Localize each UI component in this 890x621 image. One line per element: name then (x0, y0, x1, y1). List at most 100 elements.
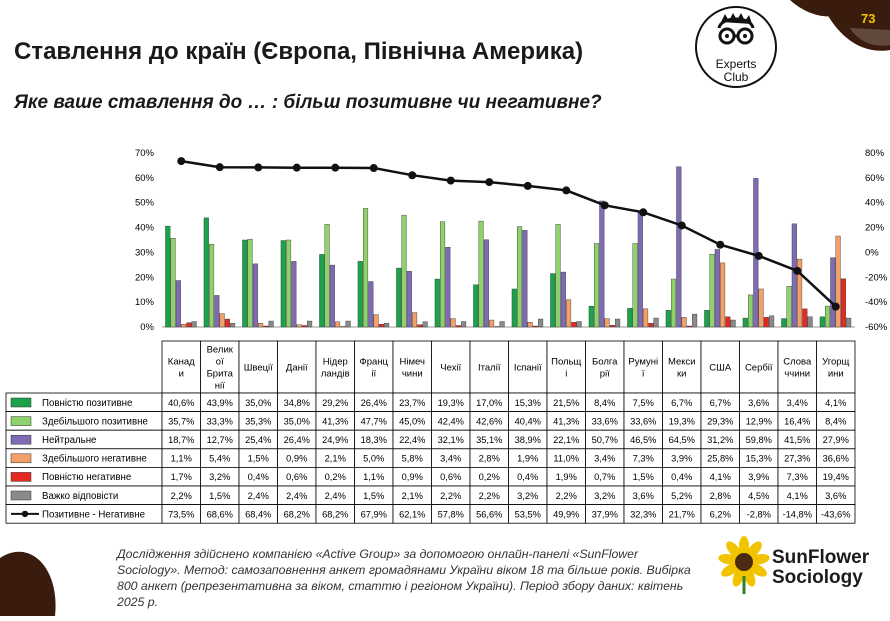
y-left-tick-label: 0% (140, 322, 154, 333)
table-cell-value: 2,2% (556, 491, 577, 501)
line-point (716, 240, 725, 249)
table-cell-value: 64,5% (669, 435, 695, 445)
bar (455, 325, 461, 328)
bar (406, 271, 412, 328)
line-point (639, 208, 648, 217)
bar (247, 239, 253, 328)
table-cell-value: 35,3% (245, 416, 271, 426)
bar (440, 221, 446, 328)
badge-text-club: Club (723, 70, 749, 84)
table-cell-value: 67,9% (361, 509, 387, 519)
y-left-tick-label: 60% (135, 173, 155, 184)
y-left-tick-label: 30% (135, 247, 155, 258)
category-label: Франц (360, 357, 389, 368)
bar (538, 318, 544, 328)
bar (511, 288, 517, 328)
page-subtitle: Яке ваше ставлення до … : більш позитивн… (14, 92, 602, 113)
table-cell-value: 62,1% (399, 509, 425, 519)
table-cell-value: 4,1% (710, 472, 731, 482)
category-label: Швеції (244, 363, 273, 374)
bar (522, 230, 528, 328)
bar (494, 326, 500, 328)
bar (704, 310, 710, 328)
category-label: Мекси (668, 357, 696, 368)
line-point (831, 302, 840, 311)
y-left-tick-label: 20% (135, 272, 155, 283)
bar (219, 313, 225, 328)
brand-line-2: Sociology (772, 567, 863, 588)
line-point (331, 163, 340, 172)
table-cell-value: 3,4% (787, 398, 808, 408)
corner-petals-decoration (780, 0, 890, 65)
table-cell-value: 34,8% (284, 398, 310, 408)
bar (378, 324, 384, 328)
bar (527, 322, 533, 328)
bar (473, 284, 479, 328)
bar (319, 254, 325, 328)
table-cell-value: 47,7% (361, 416, 387, 426)
category-label: Канад (168, 357, 195, 368)
table-cell-value: 53,5% (515, 509, 541, 519)
table-header-cell (816, 340, 856, 394)
bar (357, 261, 363, 328)
legend-line-point (21, 510, 29, 518)
table-cell-value: 29,2% (322, 398, 348, 408)
table-cell-value: 0,9% (286, 454, 307, 464)
bar (417, 324, 423, 328)
legend-swatch (10, 490, 32, 501)
bar (758, 288, 764, 328)
table-cell-value: 40,4% (515, 416, 541, 426)
brand-name: SunFlower Sociology (772, 548, 869, 588)
line-point (369, 164, 378, 173)
table-cell-value: 5,0% (363, 454, 384, 464)
table-cell-value: 5,4% (209, 454, 230, 464)
table-cell-value: 19,4% (823, 472, 849, 482)
bar (384, 323, 390, 328)
category-label: нії (215, 381, 225, 392)
table-cell-value: 3,6% (825, 491, 846, 501)
table-header-cell (700, 340, 740, 394)
table-cell-value: 22,4% (399, 435, 425, 445)
table-header-cell (161, 340, 201, 394)
table-cell-value: 15,3% (515, 398, 541, 408)
table-cell-value: 3,9% (671, 454, 692, 464)
bar (681, 317, 687, 328)
page-number: 73 (861, 11, 876, 26)
table-cell-value: 56,6% (476, 509, 502, 519)
table-cell-value: 0,2% (479, 472, 500, 482)
bar (576, 321, 582, 328)
table-cell-value: 6,7% (710, 398, 731, 408)
y-right-tick-label: 0% (865, 247, 879, 258)
legend-swatch (10, 416, 32, 426)
table-cell-value: 73,5% (168, 509, 194, 519)
table-cell-value: 16,4% (784, 416, 810, 426)
table-cell-value: 0,2% (325, 472, 346, 482)
table-cell-value: 12,9% (746, 416, 772, 426)
sunflower-logo (718, 536, 770, 599)
page-title: Ставлення до країн (Європа, Північна Аме… (14, 38, 584, 65)
table-header-cell (546, 340, 586, 394)
bar (835, 235, 841, 328)
category-label: Болга (592, 357, 618, 368)
y-right-tick-label: -20% (865, 272, 888, 283)
bar (604, 318, 610, 328)
bar (643, 308, 649, 328)
bar (730, 319, 736, 328)
table-cell-value: 27,3% (784, 454, 810, 464)
badge-text-experts: Experts (715, 57, 757, 71)
category-label: і (565, 369, 567, 380)
table-cell-value: 32,1% (438, 435, 464, 445)
table-cell-value: 8,4% (825, 416, 846, 426)
category-label: и (179, 369, 184, 380)
legend-swatch (10, 472, 32, 482)
table-cell-value: 35,1% (476, 435, 502, 445)
table-cell (816, 504, 856, 524)
table-cell-value: 17,0% (476, 398, 502, 408)
bar (571, 322, 577, 328)
bar (609, 325, 615, 328)
category-label: Данії (286, 363, 308, 374)
bar (363, 208, 369, 328)
bar (203, 217, 209, 328)
category-label: Велик (207, 345, 234, 356)
bar (594, 243, 600, 328)
